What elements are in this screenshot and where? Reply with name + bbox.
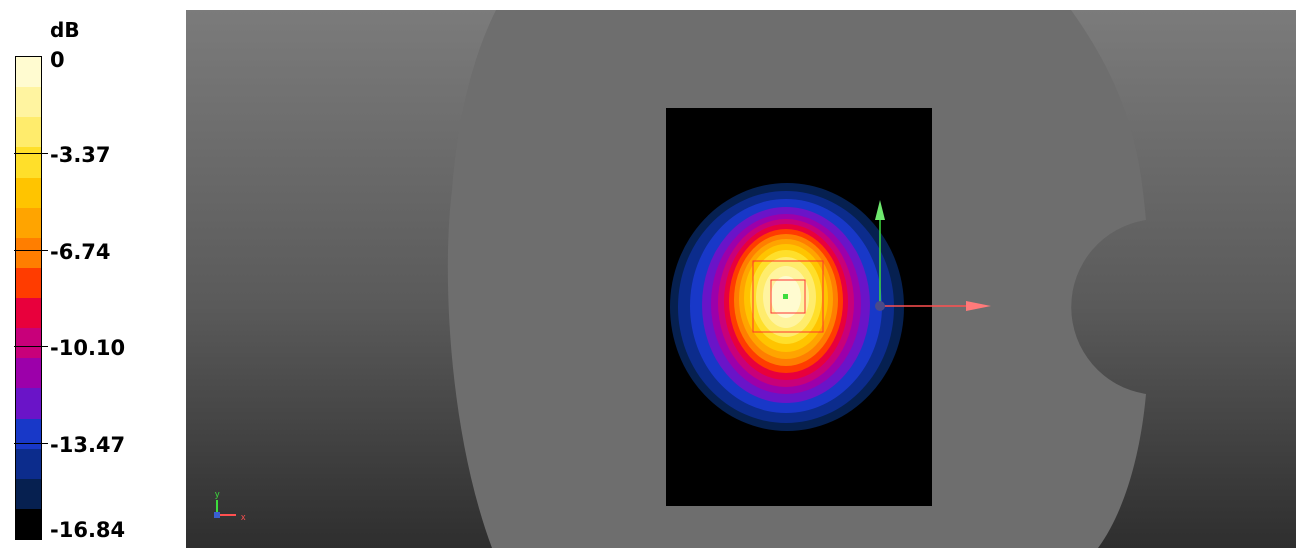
color-scale-legend: dB 0 -3.37 -6.74 -10.10 -13.47 -16.84 (0, 0, 186, 548)
scale-band-11 (16, 388, 41, 419)
scale-band-13 (16, 448, 41, 479)
peak-marker (783, 294, 788, 299)
y-arrow-icon[interactable] (875, 200, 885, 220)
axis-gizmo[interactable] (875, 200, 991, 311)
orientation-y-label: y (215, 489, 220, 499)
legend-unit-label: dB (50, 18, 80, 42)
scale-tick-label: -10.10 (50, 336, 126, 360)
scale-band-1 (16, 87, 41, 118)
scale-band-10 (16, 358, 41, 389)
3d-viewport[interactable]: y x (186, 10, 1296, 548)
scale-tick-label: -6.74 (50, 240, 111, 264)
gizmo-origin-icon[interactable] (875, 301, 885, 311)
scale-tick-label: -3.37 (50, 143, 111, 167)
scale-tick (14, 443, 48, 444)
x-arrow-icon[interactable] (966, 301, 991, 311)
scale-band-0 (16, 57, 41, 88)
scale-band-4 (16, 177, 41, 208)
scale-band-2 (16, 117, 41, 148)
scale-band-12 (16, 418, 41, 449)
scale-band-5 (16, 207, 41, 238)
color-scale-bar (15, 56, 42, 540)
scale-band-9 (16, 328, 41, 359)
scale-band-8 (16, 298, 41, 329)
scale-tick-label: 0 (50, 48, 65, 72)
orientation-indicator: y x (214, 489, 246, 522)
orientation-x-label: x (241, 512, 246, 522)
scale-band-3 (16, 147, 41, 178)
scale-tick (14, 250, 48, 251)
scale-band-6 (16, 237, 41, 268)
scale-band-14 (16, 478, 41, 509)
scale-tick (14, 346, 48, 347)
scale-band-7 (16, 267, 41, 298)
scale-tick (14, 153, 48, 154)
scale-tick-label: -13.47 (50, 433, 126, 457)
zoom-scan-box-inner (770, 279, 806, 314)
sar-distribution (670, 183, 904, 431)
scene-canvas[interactable]: y x (186, 10, 1296, 548)
zoom-scan-box-outer (752, 260, 824, 333)
scale-band-15 (16, 508, 41, 539)
scale-tick-label: -16.84 (50, 518, 126, 542)
